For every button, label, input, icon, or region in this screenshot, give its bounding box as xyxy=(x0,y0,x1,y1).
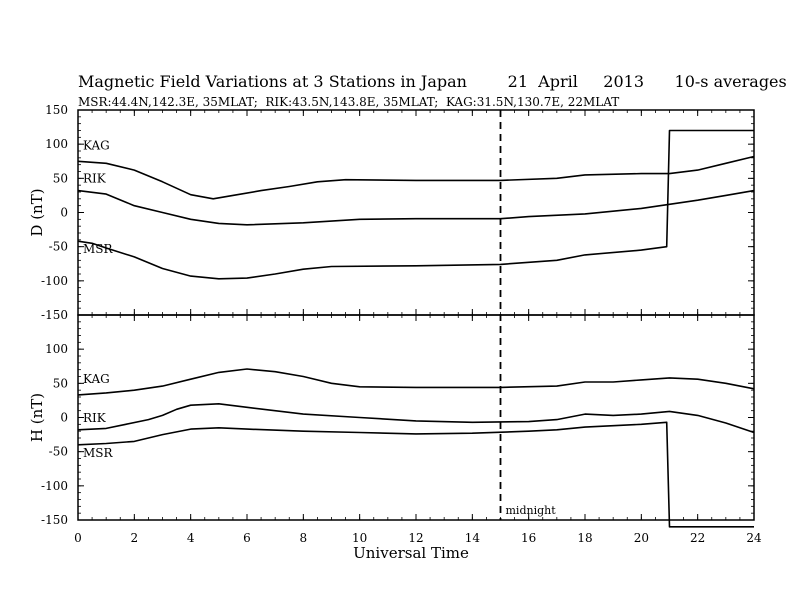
series-label-msr: MSR xyxy=(83,242,114,256)
x-axis-label: Universal Time xyxy=(353,544,469,562)
y-tick-label: -50 xyxy=(49,240,68,254)
y-tick-label: -150 xyxy=(41,308,68,322)
y-tick-label: -100 xyxy=(41,479,68,493)
x-tick-label: 0 xyxy=(74,531,82,545)
y-tick-label: 50 xyxy=(53,376,68,390)
y-axis-label-1: H (nT) xyxy=(28,393,46,442)
series-line-rik-0 xyxy=(78,189,755,226)
chart-subtitle: MSR:44.4N,142.3E, 35MLAT; RIK:43.5N,143.… xyxy=(78,95,620,109)
x-tick-label: 16 xyxy=(521,531,536,545)
series-label-kag: KAG xyxy=(83,372,110,386)
y-tick-label: 0 xyxy=(60,206,68,220)
x-tick-label: 8 xyxy=(300,531,308,545)
chart-title: Magnetic Field Variations at 3 Stations … xyxy=(78,72,787,91)
series-line-msr-1 xyxy=(78,421,754,528)
x-tick-label: 4 xyxy=(187,531,195,545)
y-tick-label: -50 xyxy=(49,445,68,459)
panel-frame-0 xyxy=(77,109,755,316)
series-line-msr-0 xyxy=(78,129,754,280)
series-line-kag-0 xyxy=(78,155,755,200)
series-line-rik-1 xyxy=(78,402,755,434)
midnight-label: midnight xyxy=(506,504,557,517)
series-line-kag-1 xyxy=(78,368,755,396)
x-tick-label: 12 xyxy=(408,531,423,545)
x-tick-label: 14 xyxy=(465,531,481,545)
y-tick-label: 100 xyxy=(45,137,68,151)
y-axis-label-0: D (nT) xyxy=(28,188,46,236)
x-tick-label: 24 xyxy=(746,531,762,545)
series-label-msr: MSR xyxy=(83,446,114,460)
y-tick-label: -100 xyxy=(41,274,68,288)
y-tick-label: -150 xyxy=(41,513,68,527)
x-tick-label: 18 xyxy=(577,531,592,545)
y-tick-label: 150 xyxy=(45,103,68,117)
x-tick-label: 10 xyxy=(352,531,367,545)
y-tick-label: 100 xyxy=(45,342,68,356)
panel-frame-1 xyxy=(77,314,755,521)
x-tick-label: 22 xyxy=(690,531,705,545)
series-label-rik: RIK xyxy=(83,411,107,425)
x-tick-label: 2 xyxy=(131,531,139,545)
x-tick-label: 6 xyxy=(243,531,251,545)
y-tick-label: 50 xyxy=(53,171,68,185)
series-label-rik: RIK xyxy=(83,172,107,186)
y-tick-label: 0 xyxy=(60,411,68,425)
x-tick-label: 20 xyxy=(634,531,649,545)
series-label-kag: KAG xyxy=(83,138,110,152)
